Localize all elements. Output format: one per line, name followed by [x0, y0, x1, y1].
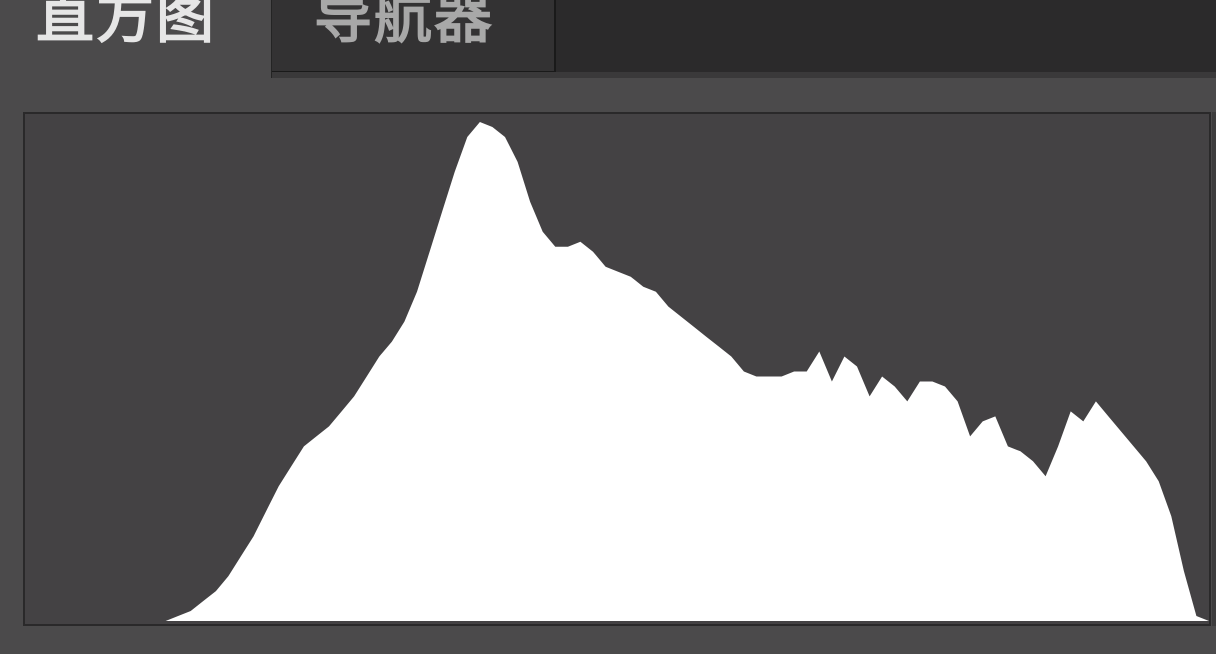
panel-tab-bar: 直方图 导航器	[0, 0, 1216, 78]
tab-navigator-label: 导航器	[314, 0, 495, 51]
histogram-area	[153, 122, 1209, 621]
histogram-display	[23, 112, 1211, 626]
panel-right-edge	[1212, 112, 1216, 626]
histogram-chart	[25, 114, 1209, 624]
tab-histogram[interactable]: 直方图	[0, 0, 272, 78]
tab-navigator[interactable]: 导航器	[272, 0, 556, 72]
tab-histogram-label: 直方图	[36, 0, 217, 51]
panel-separator	[272, 72, 1216, 78]
